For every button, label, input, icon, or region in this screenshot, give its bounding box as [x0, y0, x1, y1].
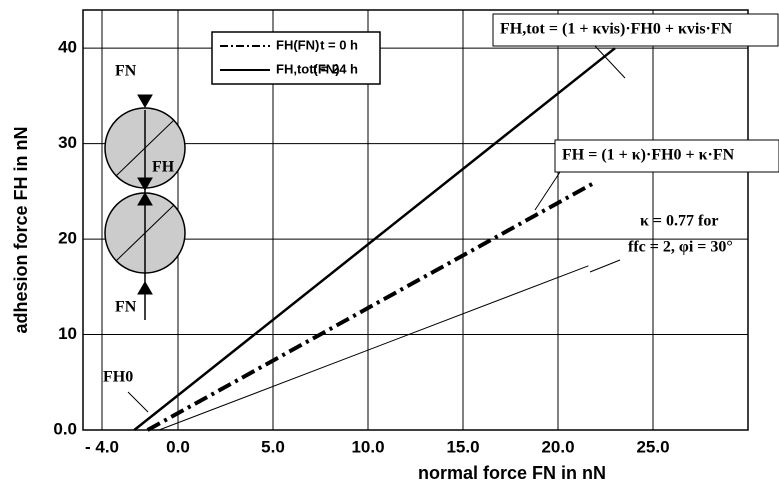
- x-tick-label: 20.0: [541, 437, 574, 456]
- legend-label: t = 24 h: [313, 61, 358, 76]
- annotation: FH: [152, 159, 175, 176]
- annotation: FH,tot = (1 + κvis)·FH0 + κvis·FN: [500, 21, 733, 38]
- y-tick-label: 40: [58, 38, 77, 57]
- annotation: ffc = 2, φi = 30°: [628, 239, 733, 256]
- legend-label: t = 0 h: [320, 37, 358, 52]
- annotation: FH0: [103, 369, 133, 386]
- x-tick-label: 5.0: [261, 437, 285, 456]
- annotation: FN: [115, 299, 137, 316]
- x-axis-label: normal force FN in nN: [418, 463, 606, 483]
- annotation: FH = (1 + κ)·FH0 + κ·FN: [562, 147, 735, 164]
- y-tick-label: 30: [58, 133, 77, 152]
- y-tick-label: 0.0: [53, 419, 77, 438]
- x-tick-label: 10.0: [351, 437, 384, 456]
- annotation: FN: [115, 63, 137, 80]
- series-line: [159, 266, 588, 430]
- chart: FN FN FH FH0 FH(FN)t = 0 hFH,tot(FN)t = …: [0, 0, 779, 495]
- x-tick-label: 0.0: [166, 437, 190, 456]
- y-axis-label: adhesion force FH in nN: [11, 126, 31, 333]
- series-line: [148, 182, 596, 430]
- x-tick-label: 15.0: [446, 437, 479, 456]
- pointer: [128, 392, 148, 412]
- pointer: [590, 260, 620, 272]
- particle-sketch: [105, 95, 185, 320]
- y-tick-label: 10: [58, 324, 77, 343]
- x-tick-label: - 4.0: [85, 437, 119, 456]
- legend-label: FH(FN): [276, 37, 319, 52]
- y-tick-label: 20: [58, 229, 77, 248]
- annotation: κ = 0.77 for: [640, 213, 718, 230]
- x-tick-label: 25.0: [636, 437, 669, 456]
